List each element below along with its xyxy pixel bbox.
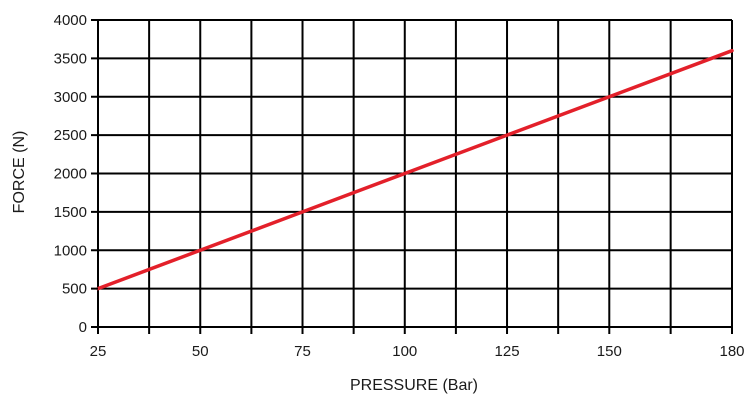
y-tick-label-0: 0 <box>79 319 87 336</box>
y-axis-ticks: 0 500 1000 1500 2000 2500 3000 3500 4000 <box>54 12 98 336</box>
y-tick-label-5: 2500 <box>54 127 87 144</box>
grid <box>97 19 733 334</box>
y-tick-label-1: 500 <box>62 281 87 298</box>
series-line-0 <box>96 48 734 291</box>
y-axis-title: FORCE (N) <box>11 131 28 214</box>
x-tick-label-1: 50 <box>192 343 209 360</box>
y-tick-label-7: 3500 <box>54 50 87 67</box>
x-tick-label-4: 125 <box>495 343 520 360</box>
y-tick-label-2: 1000 <box>54 242 87 259</box>
y-tick-label-8: 4000 <box>54 12 87 29</box>
x-tick-label-0: 25 <box>90 343 107 360</box>
x-axis-title: PRESSURE (Bar) <box>350 377 478 394</box>
x-tick-label-6: 180 <box>719 343 744 360</box>
x-tick-label-5: 150 <box>597 343 622 360</box>
x-tick-label-3: 100 <box>392 343 417 360</box>
y-tick-label-3: 1500 <box>54 204 87 221</box>
y-tick-label-6: 3000 <box>54 89 87 106</box>
y-tick-label-4: 2000 <box>54 166 87 183</box>
x-tick-label-2: 75 <box>294 343 311 360</box>
x-axis-ticks: 25 50 75 100 125 150 180 <box>90 343 745 360</box>
series-layer <box>96 48 734 291</box>
